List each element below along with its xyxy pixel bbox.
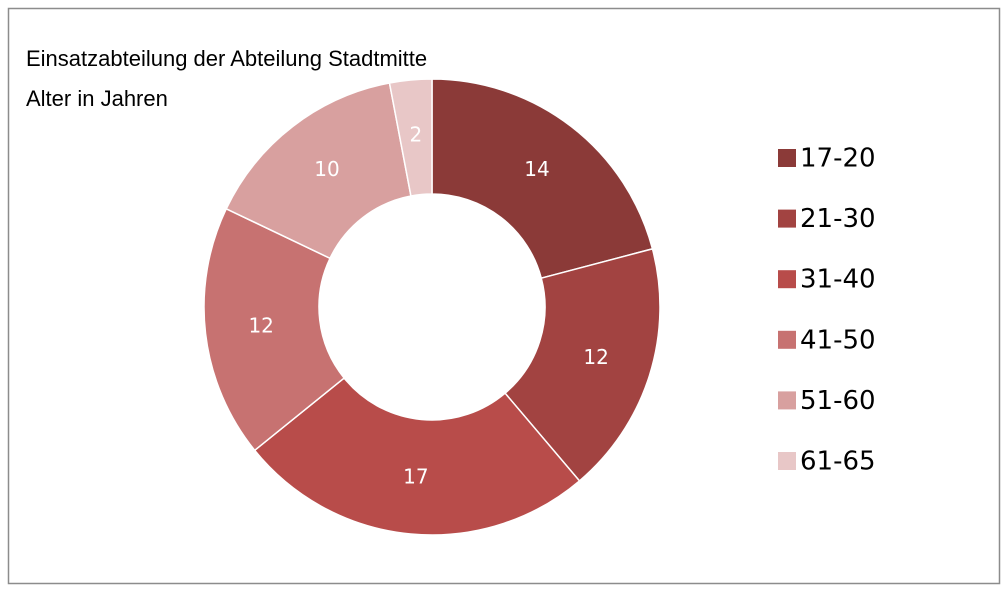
data-label: 17 bbox=[403, 465, 428, 489]
donut-slice bbox=[253, 376, 581, 536]
chart-title: Einsatzabteilung der Abteilung Stadtmitt… bbox=[26, 46, 427, 71]
legend-swatch bbox=[778, 270, 796, 289]
legend-swatch bbox=[778, 209, 796, 228]
data-label: 14 bbox=[524, 157, 549, 181]
legend-swatch bbox=[778, 452, 796, 470]
data-label: 10 bbox=[314, 157, 339, 181]
legend-label: 21-30 bbox=[800, 204, 876, 234]
legend-swatch bbox=[778, 391, 796, 410]
legend-label: 61-65 bbox=[800, 447, 876, 477]
plot bbox=[203, 78, 661, 536]
donut-slice bbox=[225, 82, 412, 260]
data-label: 12 bbox=[583, 345, 608, 369]
legend-label: 41-50 bbox=[800, 325, 876, 355]
legend-label: 31-40 bbox=[800, 265, 876, 295]
donut-slice bbox=[203, 207, 346, 452]
chart-subtitle: Alter in Jahren bbox=[26, 86, 168, 111]
legend-label: 51-60 bbox=[800, 386, 876, 416]
legend-swatch bbox=[778, 149, 796, 167]
donut-slice bbox=[504, 247, 661, 482]
legend-label: 17-20 bbox=[800, 144, 876, 174]
data-label: 12 bbox=[248, 314, 273, 338]
data-label: 2 bbox=[410, 122, 423, 146]
legend-swatch bbox=[778, 330, 796, 349]
donut-slice bbox=[388, 78, 433, 197]
donut-slice bbox=[431, 78, 654, 280]
